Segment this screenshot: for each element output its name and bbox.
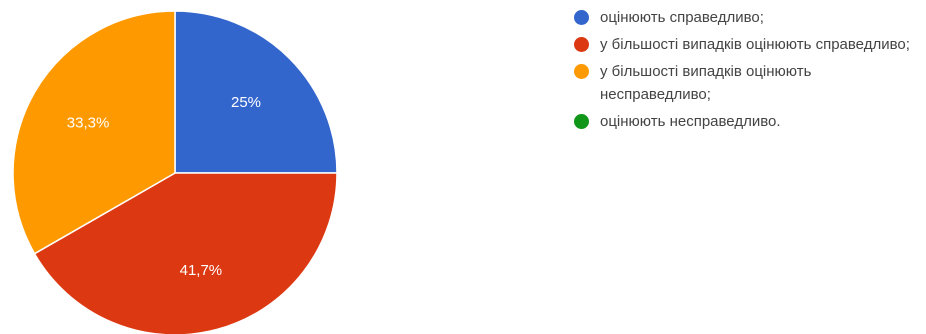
legend-label-unfair: оцінюють несправедливо.	[600, 113, 781, 130]
slice-label-mostly-unfair: 33,3%	[67, 115, 110, 132]
legend-item-mostly-fair[interactable]: у більшості випадків оцінюють справедлив…	[574, 33, 924, 56]
slice-label-fair: 25%	[231, 94, 261, 111]
legend-label-fair: оцінюють справедливо;	[600, 9, 764, 26]
legend-label-mostly-unfair: у більшості випадків оцінюють несправедл…	[600, 63, 812, 103]
pie-slice-fair[interactable]	[174, 10, 338, 174]
pie-chart: 25% 41,7% 33,3%	[12, 10, 338, 334]
legend-item-mostly-unfair[interactable]: у більшості випадків оцінюють несправедл…	[574, 60, 924, 106]
pie-slice-mostly-fair[interactable]	[33, 172, 338, 334]
legend-swatch-mostly-fair	[574, 37, 589, 52]
legend-label-mostly-fair: у більшості випадків оцінюють справедлив…	[600, 36, 910, 53]
legend-item-unfair[interactable]: оцінюють несправедливо.	[574, 110, 924, 133]
pie-slice-mostly-unfair[interactable]	[12, 10, 176, 255]
legend-swatch-fair	[574, 10, 589, 25]
legend: оцінюють справедливо; у більшості випадк…	[574, 6, 924, 137]
legend-item-fair[interactable]: оцінюють справедливо;	[574, 6, 924, 29]
legend-swatch-unfair	[574, 114, 589, 129]
slice-label-mostly-fair: 41,7%	[180, 262, 223, 279]
legend-swatch-mostly-unfair	[574, 64, 589, 79]
